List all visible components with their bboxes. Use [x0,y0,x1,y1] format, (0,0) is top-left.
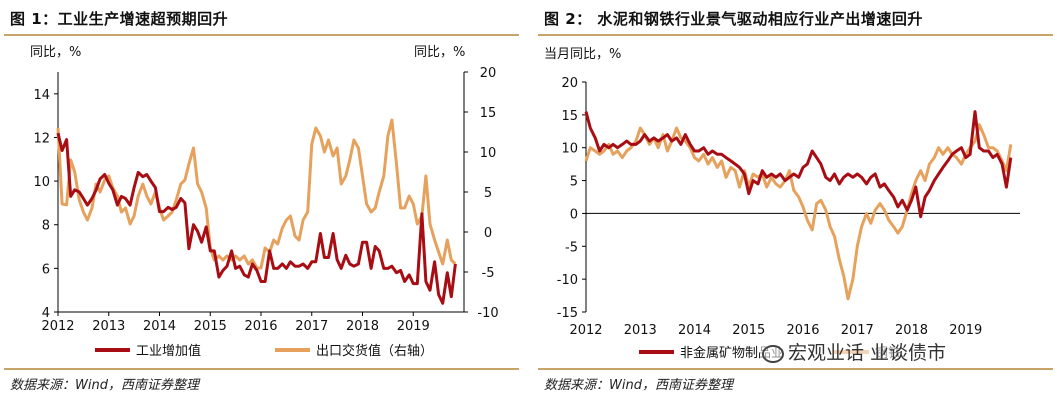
figure-1-chart: 同比，% 同比，% 4 6 8 10 12 14 -10 -5 0 5 10 15 20 2012 2013 20… [30,45,499,359]
y-tick-label-right: 20 [480,66,497,81]
y-tick-label-right: 10 [480,146,497,161]
y-tick-label: 20 [561,76,578,91]
y-tick-label-right: 5 [484,186,492,201]
x-tick-label: 2015 [194,319,227,334]
y-tick-label: 10 [561,142,578,157]
y-tick-label-right: -5 [482,266,495,281]
x-tick-label: 2017 [295,319,328,334]
y-tick-label: 5 [570,175,578,190]
x-tick-label: 2018 [895,323,928,338]
y-tick-label: -15 [557,306,578,321]
x-tick-label: 2019 [397,319,430,334]
series-line-non-metallic-minerals [584,110,1013,219]
figure-2-panel: 图 2： 水泥和钢铁行业景气驱动相应行业产出增速回升 当月同比，% -15 -10 -… [534,0,1057,404]
figure-1-title: 图 1：工业生产增速超预期回升 [10,10,229,28]
bottom-rule [538,368,1053,370]
y-tick-label-left: 6 [42,262,50,277]
watermark: 宏观业话 业谈债市 [760,338,949,365]
x-tick-label: 2014 [143,319,176,334]
top-rule [4,34,519,36]
figure-2-source: 数据来源：Wind，西南证券整理 [544,378,733,393]
legend-label-non-metallic: 非金属矿物制品业 [680,345,784,361]
y-axis-label-right: 同比，% [414,45,465,60]
x-tick-label: 2014 [678,323,711,338]
figure-2-chart: 当月同比，% -15 -10 -5 0 5 10 15 20 2012 2013 2014 2015 20… [544,47,1020,361]
x-tick-label: 2012 [41,319,74,334]
x-tick-label: 2016 [786,323,819,338]
x-tick-label: 2018 [346,319,379,334]
series-line-export-delivery-value [56,118,457,270]
watermark-text: 宏观业话 业谈债市 [788,342,947,364]
figure-1-panel: 图 1：工业生产增速超预期回升 同比，% 同比，% 4 6 8 10 12 14 -10 -5 0 5… [0,0,523,404]
y-axis-label-left: 同比，% [30,45,81,60]
series-line-steel [584,123,1013,301]
x-tick-label: 2016 [244,319,277,334]
legend-label-export: 出口交货值（右轴） [316,343,433,359]
y-tick-label-left: 4 [42,306,50,321]
figure-2-title: 图 2： 水泥和钢铁行业景气驱动相应行业产出增速回升 [544,10,923,28]
top-rule [538,34,1053,36]
y-tick-label-left: 8 [42,219,50,234]
x-tick-label: 2013 [92,319,125,334]
figure-1-source: 数据来源：Wind，西南证券整理 [10,378,199,393]
y-axis-label: 当月同比，% [544,47,621,62]
x-tick-label: 2017 [841,323,874,338]
x-tick-label: 2013 [624,323,657,338]
y-tick-label-right: 15 [480,106,497,121]
wechat-icon [762,344,784,363]
x-tick-label: 2015 [732,323,765,338]
y-tick-label-left: 10 [33,175,50,190]
bottom-rule [4,368,519,370]
y-tick-label: -5 [565,240,578,255]
x-tick-label: 2019 [949,323,982,338]
series-line-industrial-value-added [56,132,457,305]
y-tick-label: 0 [570,207,578,222]
y-tick-label-left: 14 [33,88,50,103]
y-tick-label-left: 12 [33,131,50,146]
y-tick-label: -10 [557,273,578,288]
y-tick-label: 15 [561,109,578,124]
legend-label-industrial: 工业增加值 [136,343,201,359]
y-tick-label-right: -10 [477,306,498,321]
y-tick-label-right: 0 [484,226,492,241]
x-tick-label: 2012 [569,323,602,338]
